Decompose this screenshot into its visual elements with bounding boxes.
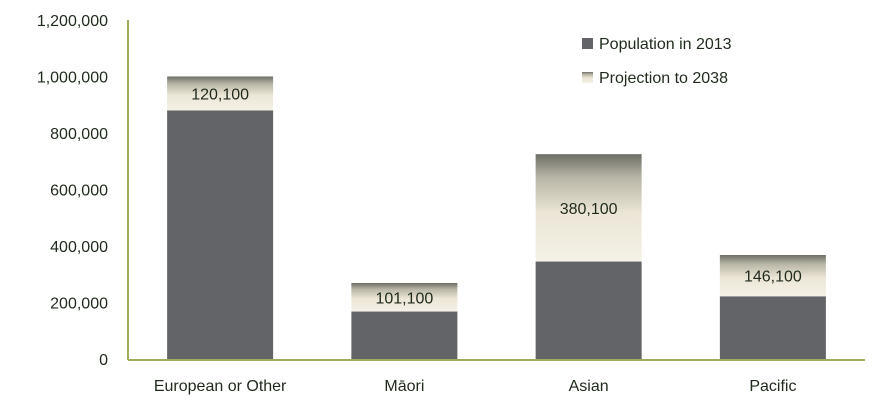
category-label: Asian [569,378,609,395]
y-axis-ticks: 0 200,000 400,000 600,000 800,000 1,000,000 1,… [37,13,108,369]
bar-population-2013 [719,296,826,359]
bar-population-2013 [535,261,642,359]
axes [127,20,865,361]
bar-population-2013 [167,110,274,360]
data-label: 120,100 [191,86,249,103]
category-label: Māori [384,378,424,395]
x-axis-categories: European or Other Māori Asian Pacific [154,378,797,395]
y-tick-label: 200,000 [50,296,108,313]
y-tick-label: 1,000,000 [37,70,108,87]
category-label: European or Other [154,378,287,395]
bar-projection-2038 [351,282,458,312]
data-label: 146,100 [744,269,802,286]
data-labels: 120,100 101,100 380,100 146,100 [191,86,802,307]
bar-projection-2038 [719,255,826,297]
category-label: Pacific [749,378,796,395]
y-tick-label: 800,000 [50,126,108,143]
legend-label: Projection to 2038 [599,70,728,87]
data-label: 101,100 [375,290,433,307]
legend: Population in 2013 Projection to 2038 [582,36,732,87]
bar-population-2013 [351,311,458,359]
bars [167,76,826,360]
bar-projection-2038 [535,154,642,262]
legend-label: Population in 2013 [599,36,732,53]
y-tick-label: 400,000 [50,239,108,256]
y-tick-label: 600,000 [50,183,108,200]
data-label: 380,100 [560,201,618,218]
bar-projection-2038 [167,76,274,111]
legend-swatch-population-2013 [582,38,593,49]
y-tick-label: 0 [99,352,108,369]
y-tick-label: 1,200,000 [37,13,108,30]
legend-swatch-projection-2038 [582,72,593,83]
